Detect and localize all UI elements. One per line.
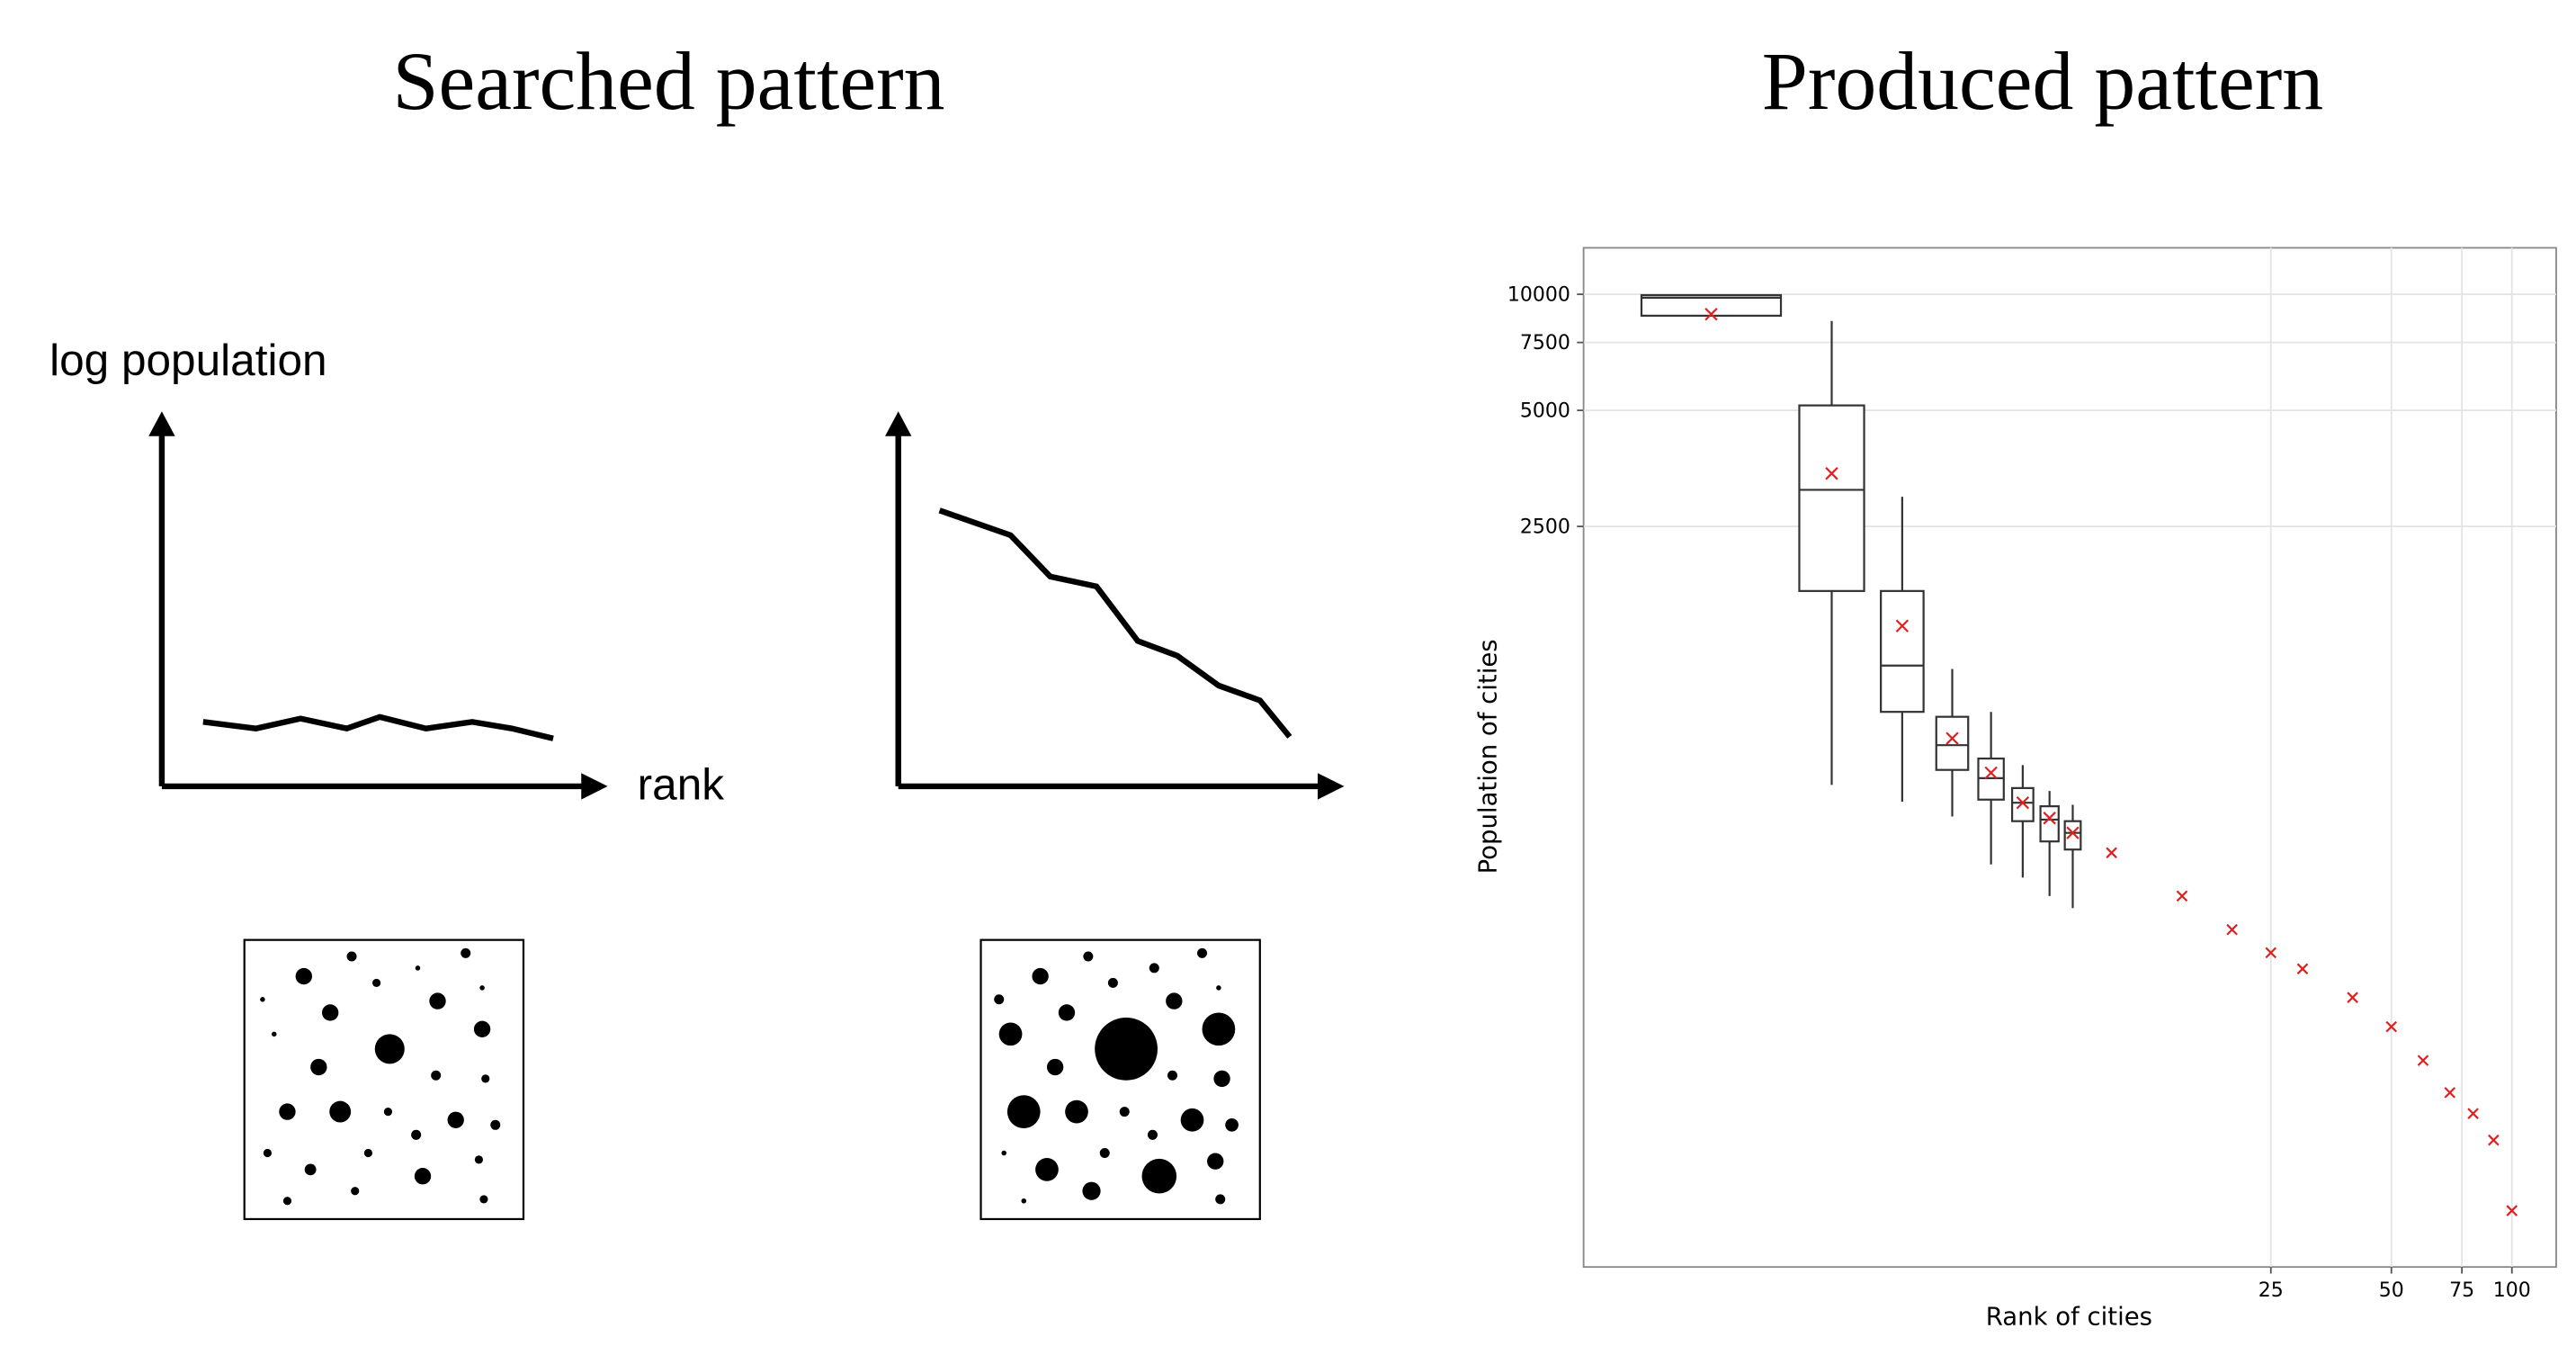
mean-marker xyxy=(2506,1205,2518,1216)
box xyxy=(1798,404,1865,592)
box xyxy=(2010,786,2035,822)
y-axis-label: Population of cities xyxy=(1473,639,1502,874)
mean-marker xyxy=(1704,308,1718,321)
y-tick-label: 7500 xyxy=(1520,332,1570,354)
left-title: Searched pattern xyxy=(392,35,944,127)
x-tick-label: 100 xyxy=(2493,1279,2531,1302)
y-tick-label: 2500 xyxy=(1520,516,1570,538)
mean-marker xyxy=(2296,963,2309,975)
sketch-y-label: log population xyxy=(49,335,327,385)
dot-map-uniform xyxy=(243,938,525,1221)
mean-marker xyxy=(2066,826,2080,839)
box xyxy=(2063,820,2082,851)
box xyxy=(1935,715,1970,771)
x-tick-label: 75 xyxy=(2449,1279,2474,1302)
mean-marker xyxy=(2043,812,2056,825)
mean-marker xyxy=(2385,1020,2398,1033)
mean-marker xyxy=(2176,890,2188,902)
box xyxy=(2039,805,2060,843)
plot-frame xyxy=(1582,247,2557,1269)
box xyxy=(1880,589,1925,713)
mean-marker xyxy=(2016,795,2030,810)
mean-marker xyxy=(1895,619,1910,633)
mean-marker xyxy=(2467,1108,2479,1119)
sketch-steep xyxy=(895,433,1325,790)
mean-marker xyxy=(1825,467,1838,480)
sketch-flat xyxy=(158,433,588,790)
x-axis-label: Rank of cities xyxy=(1986,1302,2152,1331)
right-title: Produced pattern xyxy=(1762,35,2323,127)
x-tick-label: 25 xyxy=(2258,1279,2284,1302)
mean-marker xyxy=(2347,992,2358,1003)
mean-marker xyxy=(2417,1054,2429,1066)
mean-marker xyxy=(2226,923,2238,936)
sketch-x-label: rank xyxy=(638,759,725,810)
mean-marker xyxy=(2265,947,2277,959)
y-tick-label: 5000 xyxy=(1520,399,1570,422)
sketch-arrows xyxy=(148,411,1345,800)
dot-map-hierarchical xyxy=(979,938,1261,1221)
mean-marker xyxy=(2106,847,2117,859)
mean-marker xyxy=(1945,731,1959,745)
box xyxy=(1640,293,1783,317)
y-tick-label: 10000 xyxy=(1507,283,1570,306)
x-tick-label: 50 xyxy=(2379,1279,2404,1302)
mean-marker xyxy=(2488,1134,2500,1146)
mean-marker xyxy=(1984,766,1998,780)
mean-marker xyxy=(2444,1087,2456,1099)
